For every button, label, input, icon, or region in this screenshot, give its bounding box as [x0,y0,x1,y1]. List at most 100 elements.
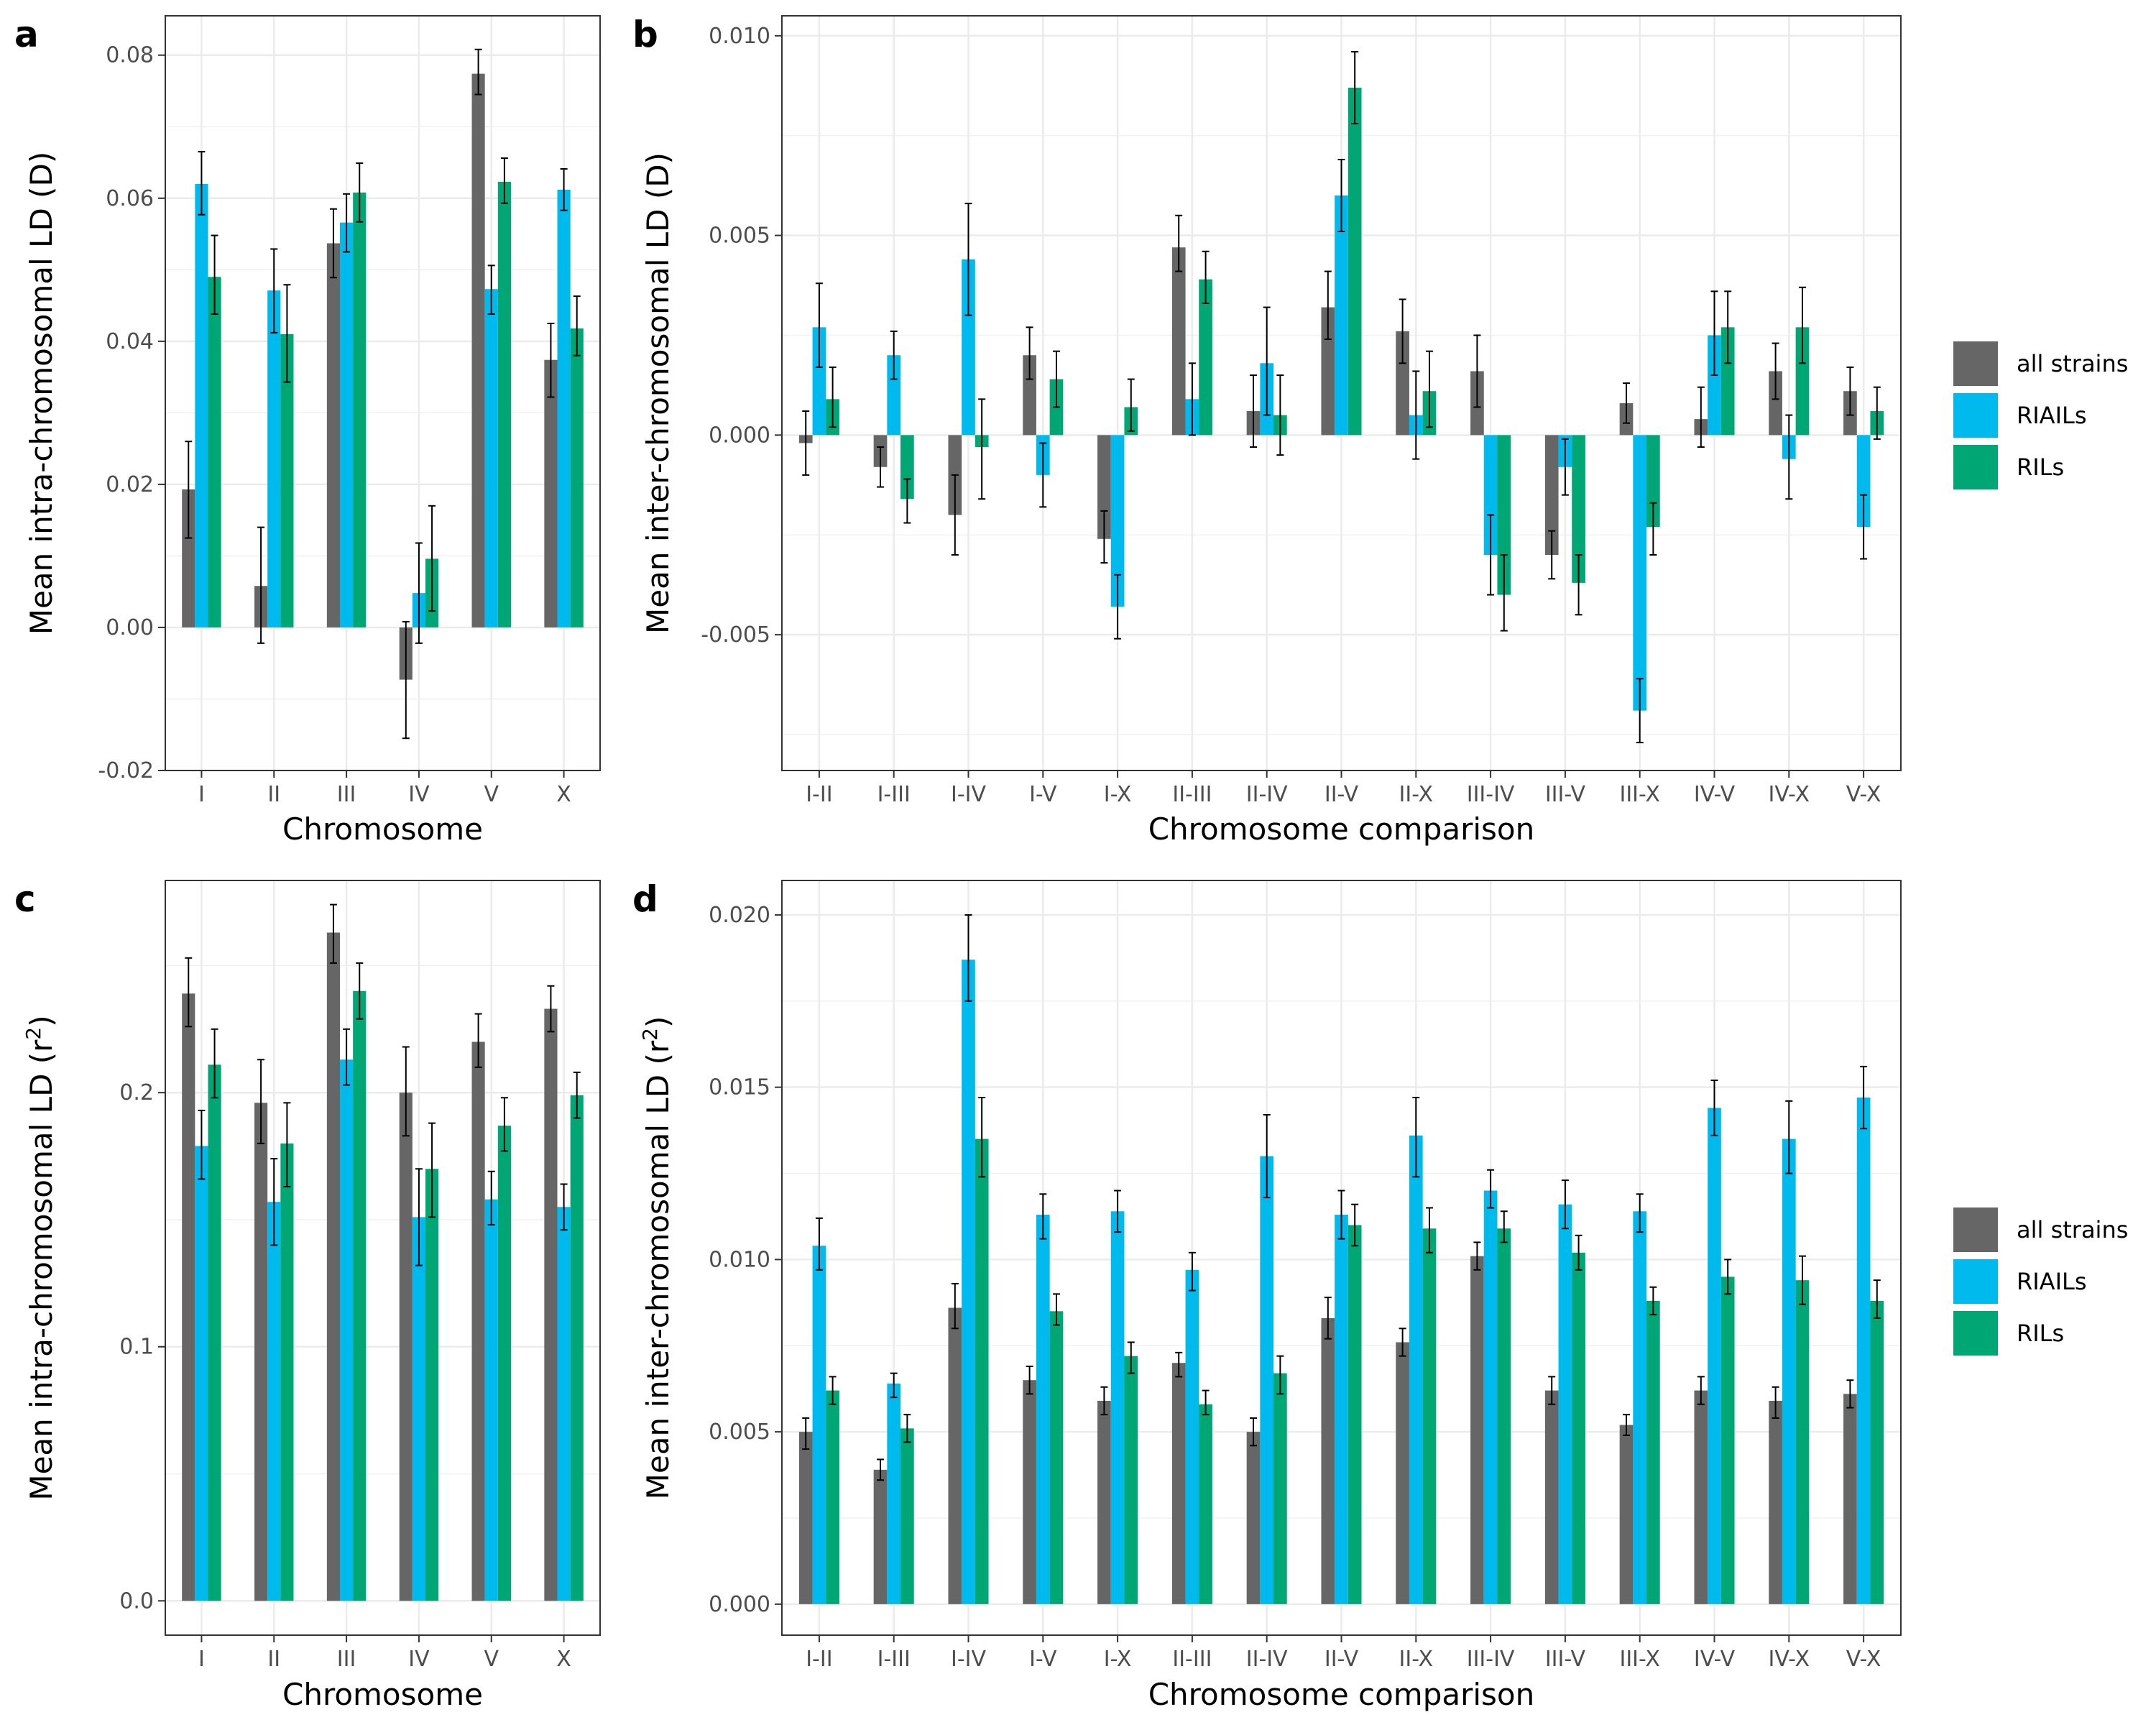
error-bar [573,295,581,356]
error-bar [1114,574,1122,640]
bar-rils [1199,1404,1212,1604]
panel-label: d [632,878,658,920]
x-tick-label: IV [408,1647,430,1672]
bar-riails [1335,1215,1348,1604]
y-axis-title-superscript: 2 [638,1028,662,1041]
error-bar [1026,1366,1033,1395]
bar-all-strains [1769,371,1782,436]
x-tick-label: X [556,1647,571,1672]
error-bar [283,1102,291,1188]
x-tick-label: I-II [806,782,832,807]
bar-riails [340,1059,354,1601]
error-bar [890,1372,898,1399]
error-bar [343,193,351,253]
error-bar [1623,1414,1631,1436]
bar-rils [900,1428,914,1604]
error-bar [802,1417,810,1450]
error-bar [198,151,206,216]
bar-rils [1720,1276,1735,1604]
bar-riails [340,222,354,627]
bar-all-strains [1396,1342,1409,1604]
bar-all-strains [873,1469,888,1604]
error-bar [1412,1097,1420,1178]
error-bar [185,957,193,1028]
error-bar [1052,1293,1060,1326]
error-bar [415,1168,423,1266]
x-tick-label: III [337,782,356,807]
error-bar [257,526,265,644]
x-tick-label: IV-V [1694,1647,1736,1672]
error-bar [487,1170,495,1226]
bar-riails [557,1207,571,1601]
x-axis-title: Chromosome comparison [1148,811,1535,847]
x-tick-label: II-III [1172,1647,1212,1672]
bar-riails [1409,1135,1423,1604]
error-bar [1263,1114,1271,1199]
x-tick-label: II-III [1172,782,1212,807]
error-bar [1276,374,1284,456]
x-tick-label: II-IV [1246,782,1288,807]
x-tick-label: III-V [1545,1647,1586,1672]
y-tick-label: 0.08 [106,43,154,68]
panel-label: a [14,14,39,55]
bar-rils [1795,327,1810,436]
error-bar [474,48,482,96]
bar-rils [570,328,584,627]
error-bar [1473,1241,1481,1271]
bar-riails [195,1146,208,1601]
bar-riails [887,355,901,436]
error-bar [964,914,972,1002]
x-tick-label: II-X [1399,1647,1434,1672]
error-bar [1846,1379,1854,1409]
error-bar [1324,270,1332,340]
error-bar [1100,1386,1108,1416]
bar-all-strains [326,932,341,1601]
error-bar [1873,386,1881,440]
error-bar [1114,1190,1122,1233]
x-tick-label: I [198,1647,205,1672]
x-tick-label: V [484,782,499,807]
error-bar [1860,1065,1868,1130]
y-axis-title: Mean inter-chromosomal LD (r2) [638,1016,676,1500]
bar-rils [1199,279,1212,436]
bar-all-strains [948,1307,962,1604]
bar-riails [267,290,281,627]
legend-label: all strains [2017,350,2128,377]
error-bar [877,1458,885,1481]
x-tick-label: II-V [1325,1647,1359,1672]
error-bar [402,1046,410,1137]
y-tick-label: 0.020 [709,903,770,928]
error-bar [428,1122,436,1218]
error-bar [951,474,959,556]
error-bar [1649,502,1657,556]
legend-label: RIAILs [2017,402,2087,429]
bar-riails [1036,1215,1050,1604]
error-bar [1052,350,1060,408]
bar-rils [1422,1228,1437,1604]
x-tick-label: II [267,782,280,807]
y-tick-label: 0.04 [106,329,154,354]
bar-rils [497,1126,511,1601]
bar-all-strains [1023,1380,1036,1604]
x-tick-label: II-X [1399,782,1434,807]
error-bar [402,620,410,740]
error-bar [547,322,555,398]
error-bar [1425,350,1433,428]
bar-riails [1110,435,1125,607]
x-tick-label: X [556,782,571,807]
bar-riails [1633,435,1647,711]
bar-all-strains [254,1103,268,1601]
error-bar [1337,159,1345,232]
bar-all-strains [798,1432,813,1604]
x-tick-label: III-X [1619,1647,1659,1672]
x-tick-label: III-V [1545,782,1586,807]
bar-rils [1870,1300,1884,1604]
error-bar [1351,1203,1359,1247]
bar-riails [1483,1190,1498,1604]
panel-a: -0.020.000.020.040.060.08I II III IV V XChrom… [14,14,601,847]
x-tick-label: III-IV [1467,1647,1515,1672]
bar-rils [1348,88,1362,436]
error-bar [1127,1341,1135,1374]
x-tick-label: III-X [1619,782,1659,807]
